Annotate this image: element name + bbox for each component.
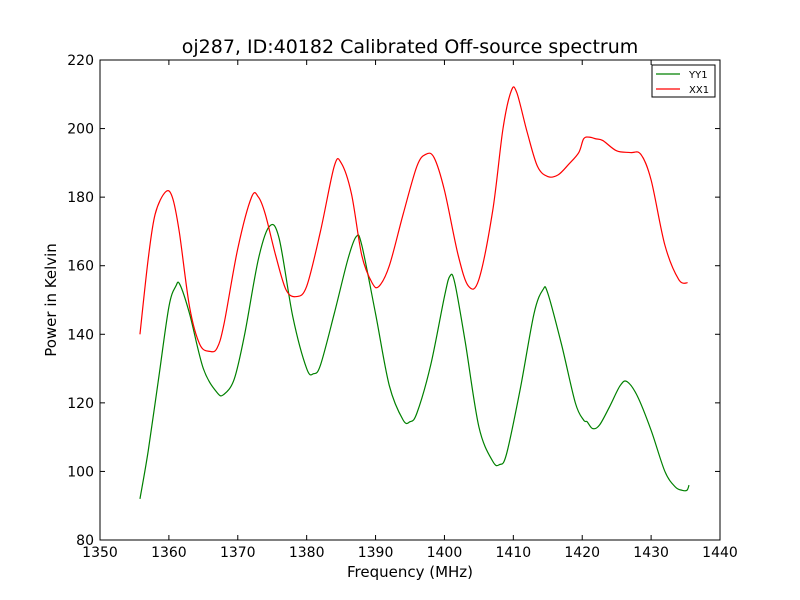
- y-tick-label: 180: [67, 190, 94, 206]
- y-tick-label: 140: [67, 327, 94, 343]
- plot-area: [100, 60, 720, 540]
- chart-title: oj287, ID:40182 Calibrated Off-source sp…: [182, 36, 639, 58]
- x-tick-label: 1430: [633, 545, 669, 561]
- legend-label-yy1: YY1: [688, 70, 708, 81]
- x-tick-label: 1390: [358, 545, 394, 561]
- series-line-yy1: [139, 223, 690, 499]
- x-tick-label: 1370: [220, 545, 256, 561]
- tick-layer: 1350 1360 1370 1380 1390 1400 1410 1420 1430 1440…: [67, 53, 738, 561]
- x-tick-label: 1440: [702, 545, 738, 561]
- legend: YY1 XX1: [651, 64, 716, 98]
- legend-box: [651, 64, 716, 98]
- x-tick-label: 1420: [564, 545, 600, 561]
- y-tick-label: 80: [76, 533, 94, 549]
- series-layer: [139, 86, 690, 499]
- y-tick-label: 100: [67, 464, 94, 480]
- x-tick-label: 1380: [289, 545, 325, 561]
- x-tick-label: 1400: [427, 545, 463, 561]
- y-tick-label: 220: [67, 53, 94, 69]
- y-tick-label: 120: [67, 396, 94, 412]
- plot-frame: [99, 59, 721, 541]
- x-tick-label: 1410: [496, 545, 532, 561]
- y-tick-label: 160: [67, 259, 94, 275]
- y-axis-label: Power in Kelvin: [42, 243, 60, 357]
- series-line-xx1: [139, 86, 688, 353]
- x-tick-label: 1350: [82, 545, 118, 561]
- x-axis-label: Frequency (MHz): [347, 563, 473, 581]
- x-tick-label: 1360: [151, 545, 187, 561]
- legend-label-xx1: XX1: [689, 85, 709, 96]
- y-tick-label: 200: [67, 122, 94, 138]
